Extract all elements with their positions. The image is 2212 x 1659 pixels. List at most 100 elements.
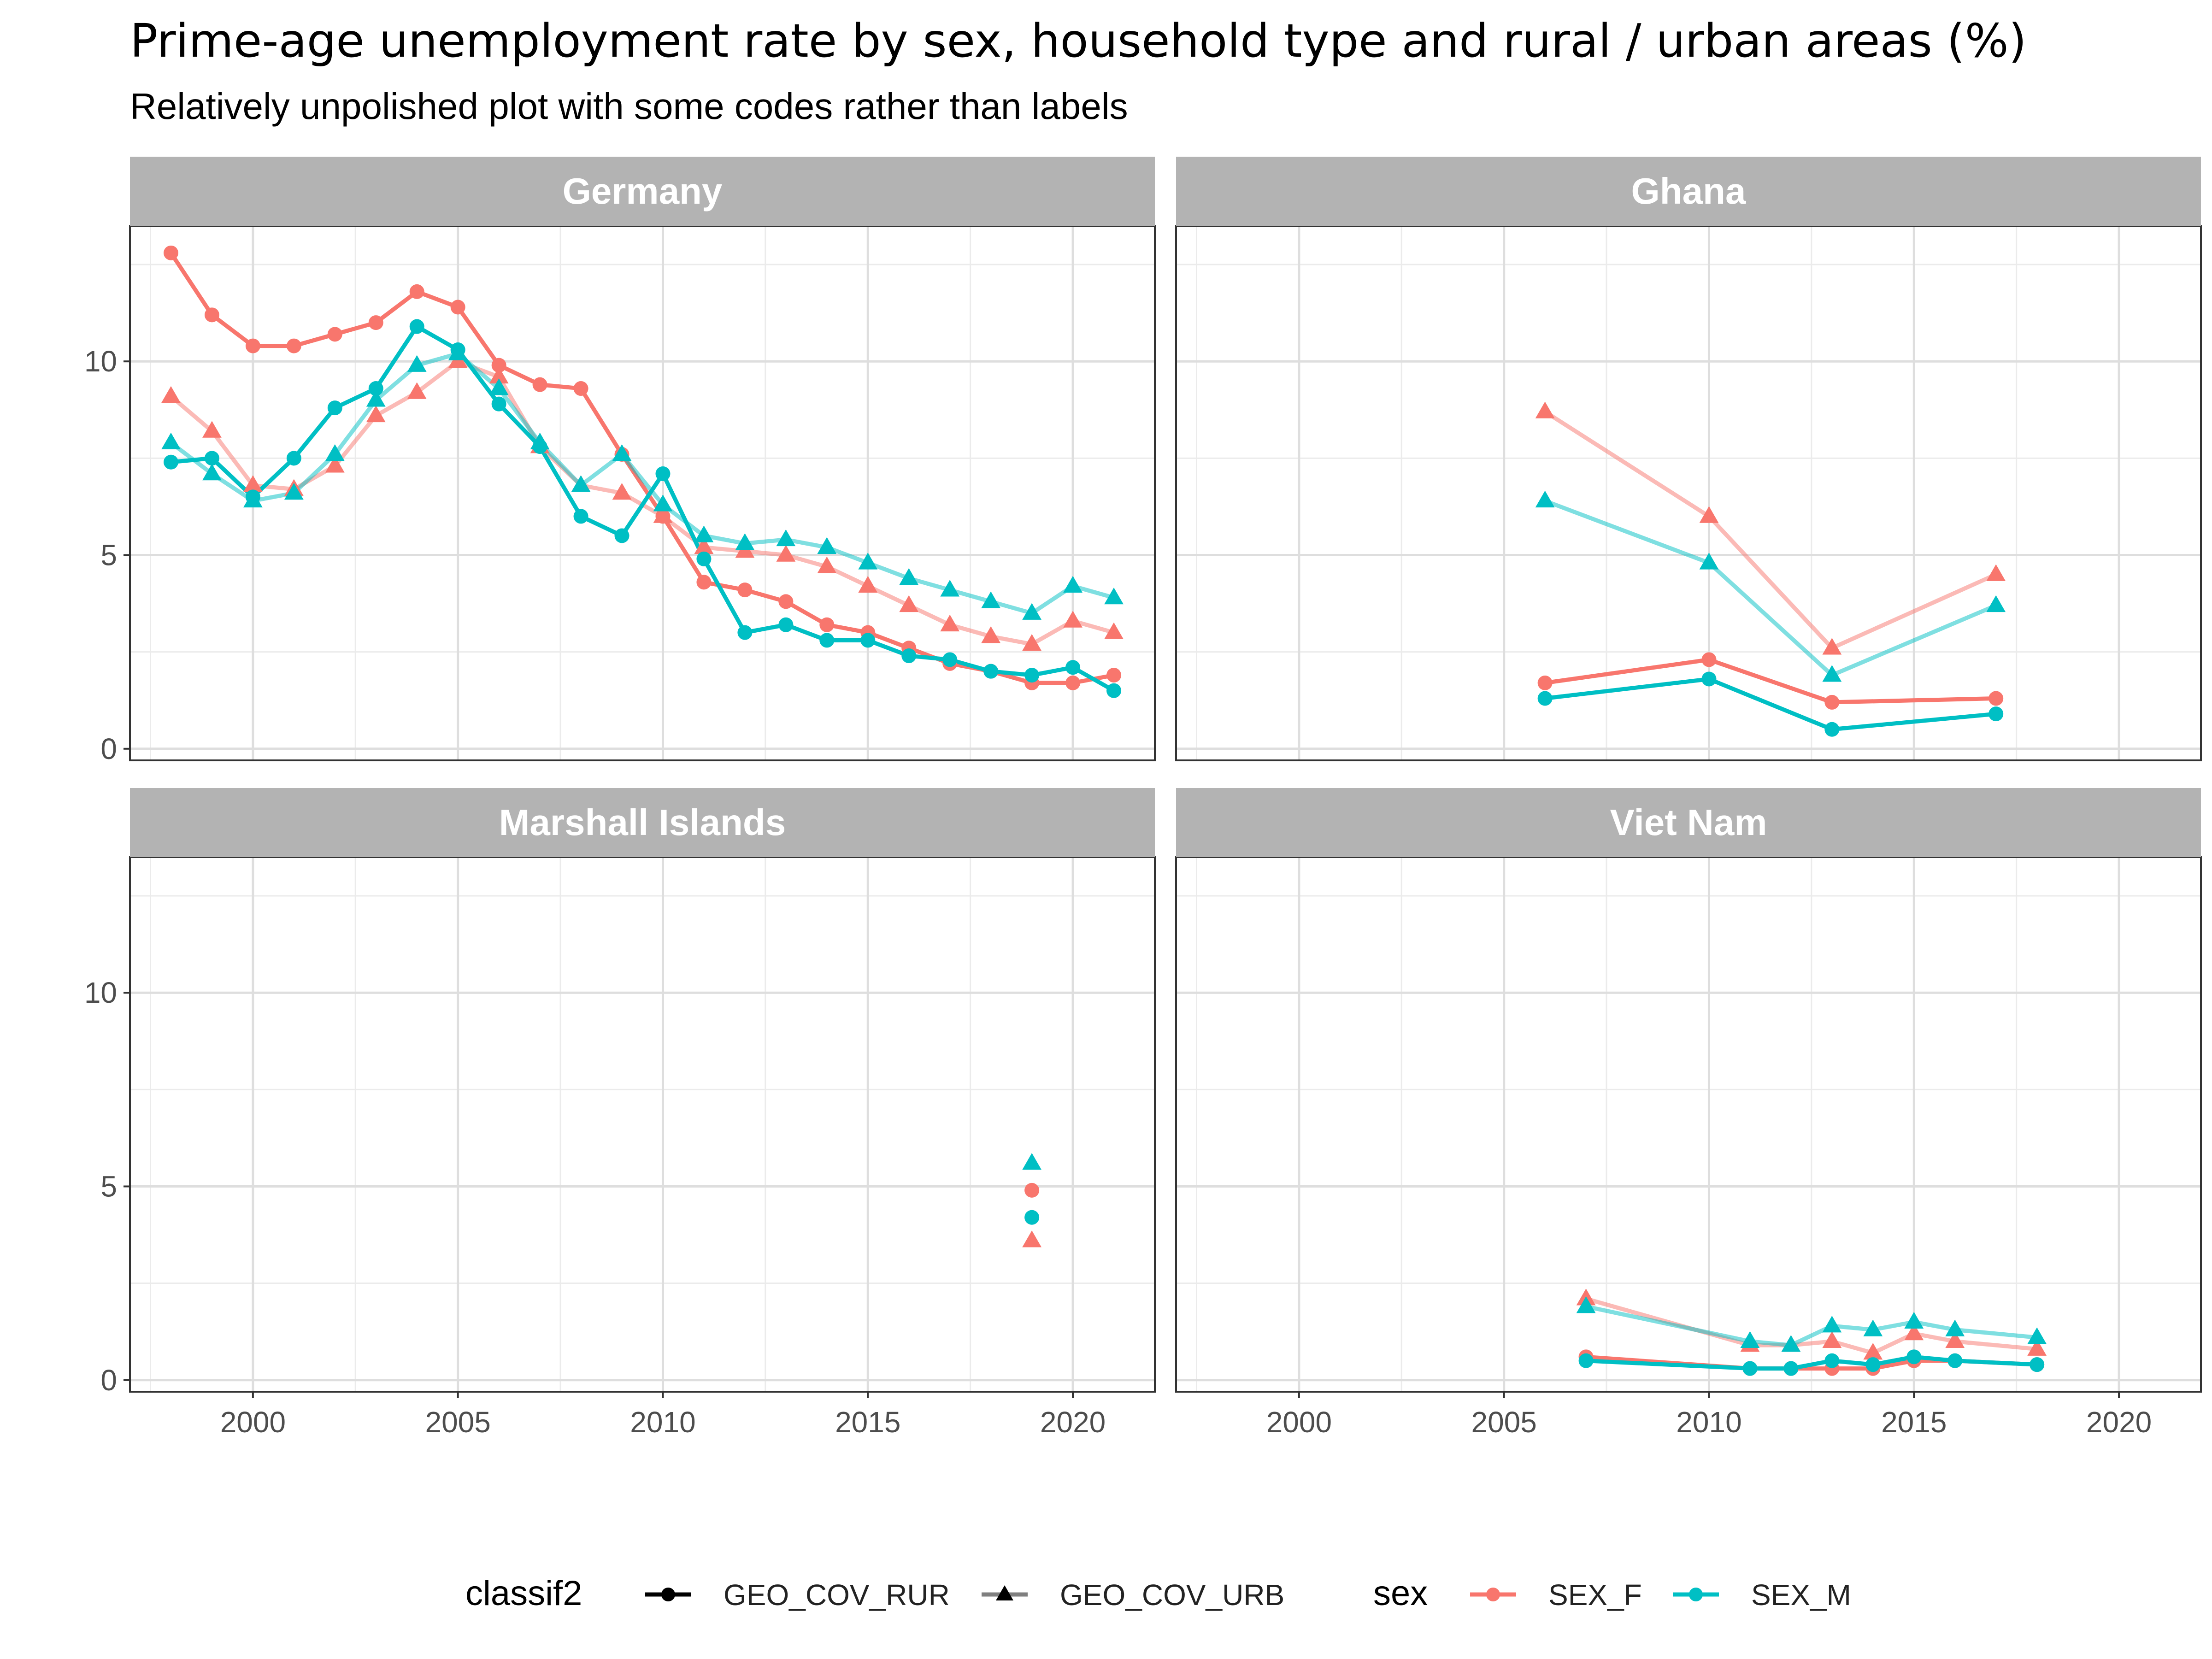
legend-key-male	[1673, 1588, 1719, 1601]
panel-viet-nam	[1176, 857, 2201, 1392]
data-point-sex-m-urban	[571, 475, 591, 492]
data-point-sex-f-rural	[204, 307, 219, 323]
data-point-sex-f-rural	[532, 377, 547, 392]
series-line-sex-m-urban	[1543, 499, 1998, 677]
data-point-sex-f-urban	[1104, 622, 1124, 639]
data-point-sex-f-urban	[325, 456, 345, 473]
facet-strip	[130, 157, 1155, 226]
data-point-sex-m-rural	[983, 664, 999, 679]
chart-subtitle: Relatively unpolished plot with some cod…	[130, 86, 1128, 127]
data-point-sex-m-urban	[1104, 587, 1124, 605]
data-point-sex-m-urban	[1863, 1319, 1883, 1336]
facet-strip	[130, 788, 1155, 857]
x-tick-label: 2010	[1676, 1406, 1741, 1439]
data-point-sex-m-rural	[1106, 683, 1122, 698]
data-point-sex-m-rural	[1824, 722, 1840, 737]
data-point-sex-f-rural	[573, 381, 588, 396]
x-tick-label: 2005	[1471, 1406, 1536, 1439]
data-point-sex-f-rural	[737, 582, 753, 598]
data-point-sex-f-urban	[817, 556, 837, 574]
data-point-sex-f-urban	[1945, 1331, 1965, 1348]
data-point-sex-f-rural	[1824, 694, 1840, 710]
data-point-sex-m-rural	[409, 319, 424, 334]
data-point-sex-m-urban	[612, 444, 632, 461]
data-point-sex-m-rural	[696, 551, 712, 566]
data-point-sex-m-urban	[858, 553, 878, 570]
data-point-sex-f-urban	[1986, 564, 2006, 581]
series-line-sex-f-rural	[1543, 657, 1998, 705]
x-tick-label: 2005	[425, 1406, 490, 1439]
data-point-sex-m-rural	[655, 466, 671, 481]
data-point-sex-m-urban	[1740, 1331, 1760, 1348]
y-tick-label: 5	[100, 538, 117, 571]
data-point-sex-f-urban	[612, 483, 632, 500]
data-point-sex-f-urban	[243, 475, 263, 492]
y-tick-label: 5	[100, 1170, 117, 1203]
panel-ghana	[1176, 226, 2201, 760]
y-tick-label: 0	[100, 1364, 117, 1397]
data-point-sex-m-urban	[817, 537, 837, 554]
data-point-sex-m-rural	[1906, 1349, 1922, 1365]
legend-label-rural: GEO_COV_RUR	[724, 1578, 950, 1612]
data-point-sex-f-urban	[1863, 1342, 1883, 1360]
data-point-sex-f-rural	[778, 594, 794, 609]
data-point-sex-m-urban	[366, 390, 386, 407]
data-point-sex-f-urban	[1822, 638, 1842, 655]
data-point-sex-m-urban	[161, 432, 181, 450]
data-point-sex-m-urban	[448, 343, 468, 360]
legend-key-rural	[645, 1588, 691, 1601]
data-point-sex-m-rural	[368, 381, 383, 396]
data-point-sex-m-urban	[530, 432, 550, 450]
x-tick-label: 2020	[2086, 1406, 2152, 1439]
data-point-sex-m-rural	[1742, 1361, 1758, 1376]
data-point-sex-m-rural	[1865, 1357, 1881, 1372]
data-point-sex-f-urban	[694, 537, 714, 554]
facet-strip	[1176, 788, 2201, 857]
data-point-sex-f-urban	[1699, 506, 1719, 523]
data-point-sex-m-rural	[1065, 660, 1081, 675]
data-point-sex-m-rural	[1537, 691, 1553, 706]
facet-strip	[1176, 157, 2201, 226]
data-point-sex-f-urban	[1822, 1331, 1842, 1348]
data-point-sex-f-rural	[163, 245, 178, 260]
legend-key-urban	[982, 1585, 1028, 1600]
series-line-sex-m-rural	[1543, 677, 1998, 732]
data-point-sex-m-rural	[1024, 1210, 1040, 1225]
legend-title-sex: sex	[1373, 1574, 1428, 1613]
data-point-sex-m-rural	[1024, 668, 1040, 683]
data-point-sex-f-urban	[2027, 1339, 2047, 1356]
data-point-sex-f-rural	[450, 300, 465, 315]
y-tick-label: 0	[100, 732, 117, 765]
data-point-sex-m-rural	[2030, 1357, 2045, 1372]
data-point-sex-m-rural	[491, 396, 506, 412]
data-point-sex-m-rural	[286, 451, 301, 466]
data-point-sex-m-urban	[1904, 1312, 1924, 1329]
data-point-sex-m-urban	[1022, 1153, 1042, 1170]
legend-label-female: SEX_F	[1548, 1578, 1642, 1612]
data-point-sex-m-urban	[1781, 1335, 1801, 1352]
data-point-sex-m-rural	[1947, 1353, 1963, 1368]
data-point-sex-m-rural	[204, 451, 219, 466]
x-tick-label: 2000	[220, 1406, 286, 1439]
data-point-sex-m-urban	[407, 355, 427, 372]
data-point-sex-f-rural	[1106, 668, 1122, 683]
data-point-sex-f-rural	[368, 315, 383, 330]
data-point-sex-f-urban	[858, 576, 878, 593]
legend: classif2 GEO_COV_RUR GEO_COV_URB sex SEX…	[0, 1562, 2212, 1627]
data-point-sex-m-rural	[819, 633, 835, 648]
data-point-sex-f-rural	[1701, 652, 1717, 667]
data-point-sex-f-rural	[286, 338, 301, 353]
series-line-sex-m-urban	[1584, 1304, 2039, 1347]
data-point-sex-f-rural	[696, 575, 712, 590]
data-point-sex-f-rural	[491, 358, 506, 373]
data-point-sex-m-rural	[1701, 671, 1717, 687]
data-point-sex-m-urban	[1022, 603, 1042, 620]
data-point-sex-f-urban	[202, 421, 222, 438]
data-point-sex-m-urban	[653, 494, 673, 512]
data-point-sex-m-rural	[1988, 706, 2004, 722]
data-point-sex-f-urban	[489, 366, 509, 384]
data-point-sex-f-urban	[940, 614, 960, 632]
data-point-sex-f-rural	[327, 327, 342, 342]
x-tick-label: 2020	[1040, 1406, 1106, 1439]
data-point-sex-m-rural	[327, 400, 342, 416]
